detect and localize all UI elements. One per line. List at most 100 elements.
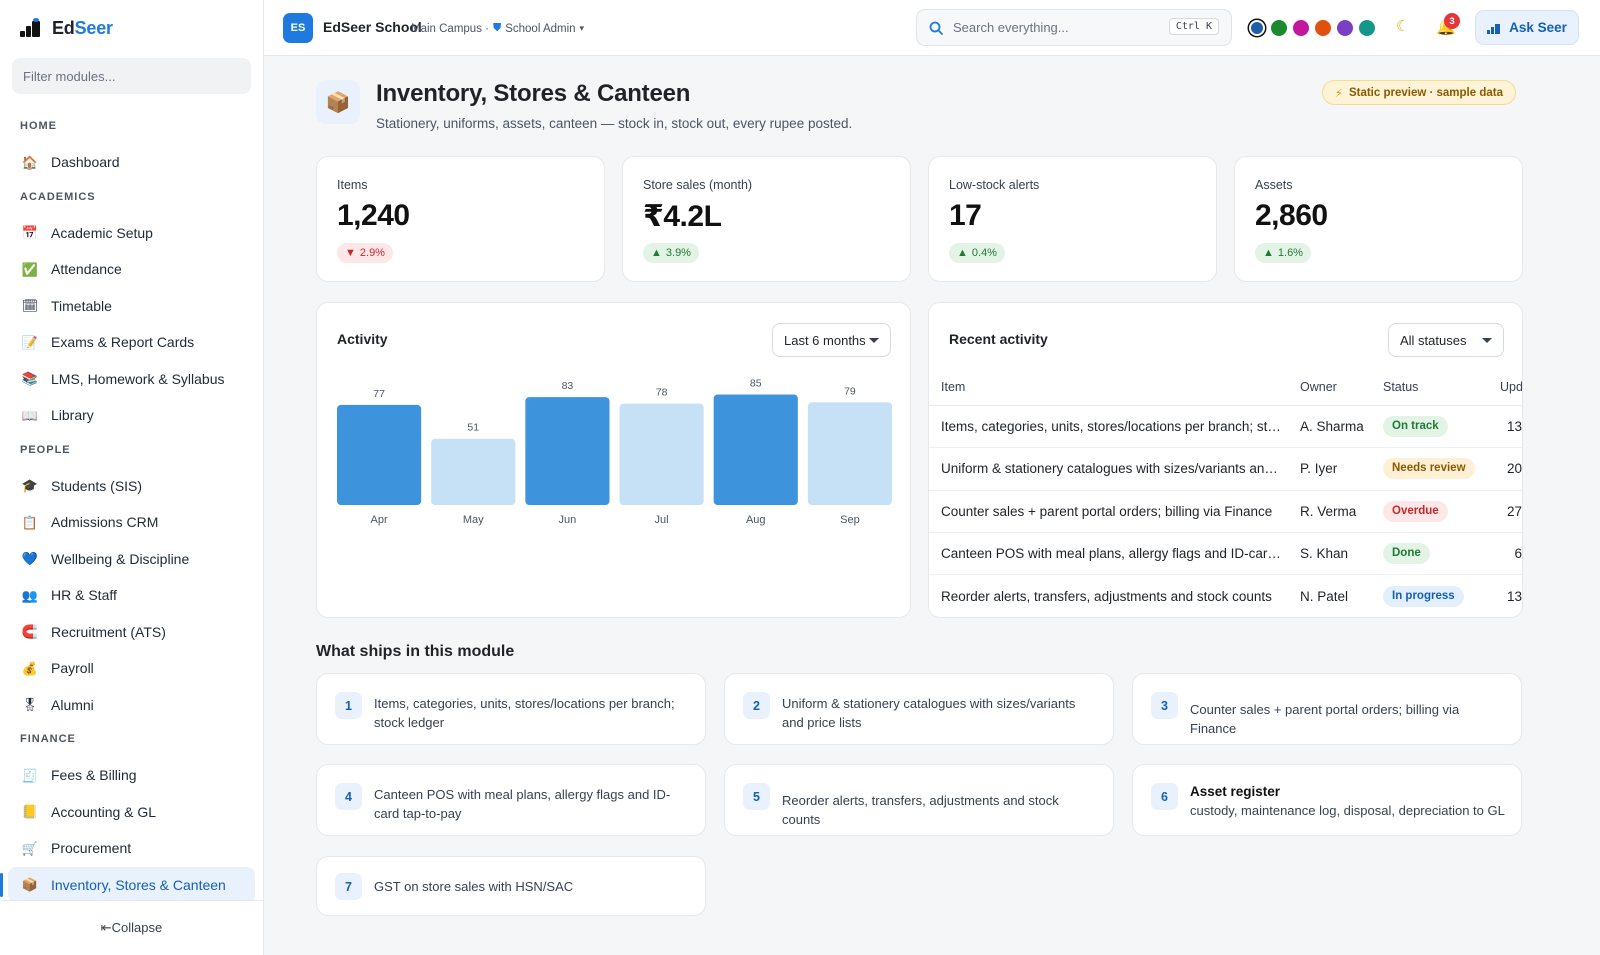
col-item[interactable]: Item xyxy=(941,380,966,394)
bar-may[interactable] xyxy=(431,438,516,505)
range-select[interactable]: Last 6 months xyxy=(772,323,891,357)
kpi-value: 2,860 xyxy=(1255,199,1328,232)
brand[interactable]: EdSeer xyxy=(18,16,113,40)
feature-card: 7 GST on store sales with HSN/SAC xyxy=(316,856,706,916)
table-row[interactable]: Items, categories, units, stores/locatio… xyxy=(929,406,1522,449)
cell-owner: R. Verma xyxy=(1300,503,1357,519)
col-owner[interactable]: Owner xyxy=(1300,380,1337,394)
feature-card: 4 Canteen POS with meal plans, allergy fl… xyxy=(316,764,706,836)
kpi-delta-value: 0.4% xyxy=(971,247,997,259)
status-filter-value: All statuses xyxy=(1400,332,1467,348)
moon-icon[interactable]: ☾ xyxy=(1396,18,1410,35)
sidebar-item-label: Inventory, Stores & Canteen xyxy=(51,876,226,893)
books-icon: 📚 xyxy=(21,371,39,387)
bar-jun[interactable] xyxy=(525,397,610,505)
sidebar-item-procurement[interactable]: 🛒 Procurement xyxy=(0,830,263,867)
table-row[interactable]: Uniform & stationery catalogues with siz… xyxy=(929,448,1522,491)
range-select-value: Last 6 months xyxy=(784,332,866,348)
sidebar-item-accounting-gl[interactable]: 📒 Accounting & GL xyxy=(0,794,263,831)
col-status[interactable]: Status xyxy=(1383,380,1419,394)
sidebar-item-exams-report-cards[interactable]: 📝 Exams & Report Cards xyxy=(0,324,263,361)
feature-number: 6 xyxy=(1151,783,1178,810)
cell-item: Reorder alerts, transfers, adjustments a… xyxy=(941,588,1272,604)
cell-updated: 13 A xyxy=(1506,419,1522,435)
ledger-icon: 📒 xyxy=(21,804,39,820)
sidebar-item-label: Students (SIS) xyxy=(51,477,143,494)
col-updated[interactable]: Upda xyxy=(1500,380,1523,394)
bar-value-label: 51 xyxy=(467,422,479,434)
feature-description: custody, maintenance log, disposal, depr… xyxy=(1190,803,1505,818)
sidebar-item-fees-billing[interactable]: 🧾 Fees & Billing xyxy=(0,757,263,794)
sidebar-item-academic-setup[interactable]: 📅 Academic Setup xyxy=(0,215,263,252)
recent-activity-title: Recent activity xyxy=(949,331,1048,347)
role-caret: ▾ xyxy=(579,23,585,33)
theme-swatch[interactable] xyxy=(1251,22,1263,34)
table-row[interactable]: Counter sales + parent portal orders; bi… xyxy=(929,491,1522,533)
cell-owner: S. Khan xyxy=(1300,546,1349,562)
sidebar-item-attendance[interactable]: ✅ Attendance xyxy=(0,251,263,288)
sidebar-item-wellbeing-discipline[interactable]: 💙 Wellbeing & Discipline xyxy=(0,541,263,578)
sidebar-item-students-sis[interactable]: 🎓 Students (SIS) xyxy=(0,468,263,505)
sidebar-item-payroll[interactable]: 💰 Payroll xyxy=(0,650,263,687)
sidebar-item-library[interactable]: 📖 Library xyxy=(0,397,263,434)
ask-seer-button[interactable]: Ask Seer xyxy=(1475,10,1579,45)
sidebar-item-label: Admissions CRM xyxy=(51,514,159,531)
theme-swatch[interactable] xyxy=(1293,20,1309,36)
search-shortcut: Ctrl K xyxy=(1168,18,1219,35)
bar-value-label: 83 xyxy=(562,380,574,392)
status-filter-select[interactable]: All statuses xyxy=(1388,323,1504,357)
global-search-input[interactable]: Search everything... Ctrl K xyxy=(916,9,1232,46)
shield-icon: ⛊ xyxy=(492,22,502,34)
calendar-grid-icon: 🗓 xyxy=(21,298,39,314)
sidebar-item-label: Procurement xyxy=(51,840,132,857)
kpi-card: Assets 2,860 ▲ 1.6% xyxy=(1234,156,1523,282)
theme-swatch[interactable] xyxy=(1271,20,1287,36)
sidebar-item-inventory-stores-canteen[interactable]: 📦 Inventory, Stores & Canteen xyxy=(0,866,255,900)
cell-owner: P. Iyer xyxy=(1300,461,1338,477)
table-header: Item Owner Status Upda xyxy=(929,369,1523,406)
chevron-down-icon xyxy=(869,338,879,343)
sidebar-item-label: HR & Staff xyxy=(51,587,117,604)
table-row[interactable]: Canteen POS with meal plans, allergy fla… xyxy=(929,533,1522,576)
bar-aug[interactable] xyxy=(713,394,798,506)
collapse-button[interactable]: ⇤Collapse xyxy=(0,900,263,955)
sidebar-item-timetable[interactable]: 🗓 Timetable xyxy=(0,288,263,325)
package-icon: 📦 xyxy=(21,877,39,893)
nav-section-label: HOME xyxy=(20,120,57,132)
kpi-card: Low-stock alerts 17 ▲ 0.4% xyxy=(928,156,1217,282)
recent-activity-table: Item Owner Status Upda Items, categories… xyxy=(929,369,1523,617)
theme-swatch[interactable] xyxy=(1315,20,1331,36)
kpi-label: Store sales (month) xyxy=(643,178,753,192)
filter-modules-input[interactable]: Filter modules... xyxy=(12,58,251,94)
kpi-delta-badge: ▲ 3.9% xyxy=(643,243,699,263)
table-row[interactable]: Reorder alerts, transfers, adjustments a… xyxy=(929,575,1522,617)
bar-sep[interactable] xyxy=(807,402,892,505)
sidebar-item-lms-homework-syllabus[interactable]: 📚 LMS, Homework & Syllabus xyxy=(0,361,263,398)
theme-swatch[interactable] xyxy=(1337,20,1353,36)
school-avatar[interactable]: ES xyxy=(283,13,313,43)
theme-swatch[interactable] xyxy=(1359,20,1375,36)
bar-jul[interactable] xyxy=(619,403,704,505)
cell-updated: 27 A xyxy=(1506,503,1522,519)
bar-apr[interactable] xyxy=(337,404,422,505)
sidebar-item-hr-staff[interactable]: 👥 HR & Staff xyxy=(0,577,263,614)
sidebar-item-admissions-crm[interactable]: 📋 Admissions CRM xyxy=(0,504,263,541)
feature-number: 4 xyxy=(335,783,362,810)
activity-title: Activity xyxy=(337,331,388,347)
kpi-delta-badge: ▲ 0.4% xyxy=(949,243,1005,263)
school-context[interactable]: Main Campus · ⛊ School Admin ▾ xyxy=(411,22,584,35)
kpi-value: 17 xyxy=(949,199,982,232)
sidebar-item-recruitment-ats[interactable]: 🧲 Recruitment (ATS) xyxy=(0,614,263,651)
feature-card: 2 Uniform & stationery catalogues with si… xyxy=(724,673,1114,745)
sidebar-item-alumni[interactable]: 🎖 Alumni xyxy=(0,687,263,724)
cell-status: Overdue xyxy=(1379,500,1494,522)
bar-value-label: 77 xyxy=(373,388,385,400)
feature-number: 3 xyxy=(1151,692,1178,719)
sidebar-item-dashboard[interactable]: 🏠 Dashboard xyxy=(0,144,263,181)
x-tick-label: Apr xyxy=(371,514,388,526)
feature-number: 1 xyxy=(335,692,362,719)
status-badge: Overdue xyxy=(1383,500,1448,522)
kpi-value: 1,240 xyxy=(337,199,410,232)
memo-icon: 📝 xyxy=(21,334,39,350)
page-title: Inventory, Stores & Canteen xyxy=(376,80,691,107)
